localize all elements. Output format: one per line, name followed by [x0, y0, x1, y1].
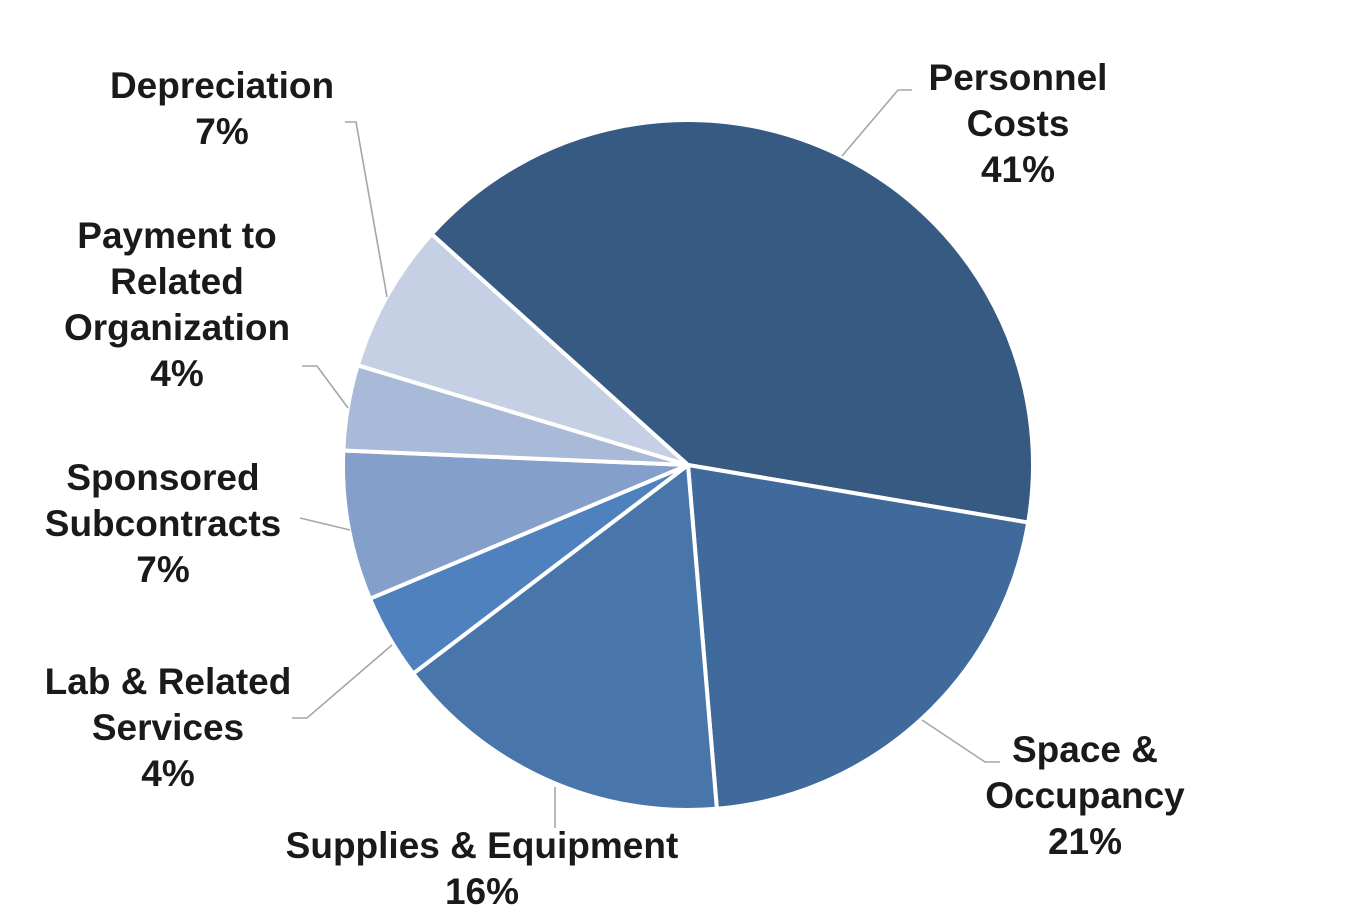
slice-label: Depreciation 7% [110, 65, 334, 152]
slice-label: Lab & Related Services 4% [45, 661, 292, 794]
slice-percent: 4% [141, 753, 194, 794]
slice-label-line: Sponsored [66, 457, 259, 498]
leader-lines [292, 89, 1000, 828]
leader-line [345, 121, 388, 298]
slice-label: Space & Occupancy 21% [985, 729, 1185, 862]
slice-label-line: Supplies & Equipment [286, 825, 679, 866]
slice-percent: 4% [150, 353, 203, 394]
pie-slice-supplies-equipment [411, 463, 719, 812]
slice-label: Payment to Related Organization 4% [64, 215, 290, 394]
pie-slice-space-occupancy [686, 463, 1031, 811]
pie-slice-sponsored-subcontracts [340, 448, 690, 601]
leader-line [921, 719, 1000, 763]
leader-line [299, 517, 351, 531]
leader-line [302, 365, 349, 409]
slice-labels: Personnel Costs 41% Space & Occupancy 21% Supp… [45, 57, 1186, 912]
slice-percent: 7% [195, 111, 248, 152]
slice-label: Sponsored Subcontracts 7% [45, 457, 281, 590]
leader-line [841, 89, 912, 157]
slice-label: Supplies & Equipment 16% [286, 825, 679, 912]
slice-label-line: Organization [64, 307, 290, 348]
slice-label-line: Occupancy [985, 775, 1185, 816]
slice-label-line: Costs [967, 103, 1070, 144]
leader-line [292, 644, 393, 719]
slice-label-line: Personnel [929, 57, 1108, 98]
slice-label-line: Payment to [77, 215, 276, 256]
slice-percent: 16% [445, 871, 519, 912]
slice-label-line: Related [110, 261, 244, 302]
pie-slices [340, 118, 1035, 812]
slice-label-line: Subcontracts [45, 503, 281, 544]
slice-percent: 7% [136, 549, 189, 590]
slice-label-line: Services [92, 707, 244, 748]
slice-label-line: Lab & Related [45, 661, 292, 702]
slice-percent: 21% [1048, 821, 1122, 862]
pie-slice-personnel-costs [429, 118, 1035, 525]
slice-label-line: Depreciation [110, 65, 334, 106]
slice-percent: 41% [981, 149, 1055, 190]
slice-label-line: Space & [1012, 729, 1158, 770]
slice-label: Personnel Costs 41% [929, 57, 1108, 190]
